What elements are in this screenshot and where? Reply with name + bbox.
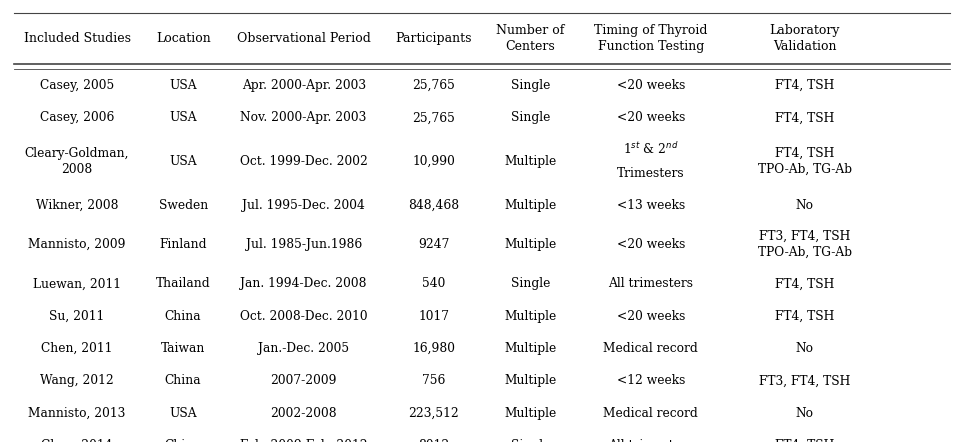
Text: No: No bbox=[796, 407, 814, 419]
Text: FT3, FT4, TSH: FT3, FT4, TSH bbox=[760, 374, 850, 387]
Text: USA: USA bbox=[170, 407, 197, 419]
Text: 10,990: 10,990 bbox=[413, 155, 455, 168]
Text: Mannisto, 2013: Mannisto, 2013 bbox=[28, 407, 126, 419]
Text: No: No bbox=[796, 199, 814, 212]
Text: USA: USA bbox=[170, 111, 197, 124]
Text: Participants: Participants bbox=[395, 32, 472, 45]
Text: Single: Single bbox=[511, 439, 549, 442]
Text: Chen, 2011: Chen, 2011 bbox=[41, 342, 113, 355]
Text: China: China bbox=[165, 439, 201, 442]
Text: Luewan, 2011: Luewan, 2011 bbox=[33, 278, 121, 290]
Text: Jul. 1985-Jun.1986: Jul. 1985-Jun.1986 bbox=[246, 238, 362, 251]
Text: Medical record: Medical record bbox=[603, 407, 698, 419]
Text: Multiple: Multiple bbox=[504, 238, 556, 251]
Text: Mannisto, 2009: Mannisto, 2009 bbox=[28, 238, 126, 251]
Text: <13 weeks: <13 weeks bbox=[617, 199, 684, 212]
Text: Wikner, 2008: Wikner, 2008 bbox=[36, 199, 119, 212]
Text: Number of
Centers: Number of Centers bbox=[496, 24, 564, 53]
Text: 223,512: 223,512 bbox=[409, 407, 459, 419]
Text: Taiwan: Taiwan bbox=[161, 342, 205, 355]
Text: FT4, TSH: FT4, TSH bbox=[775, 79, 835, 92]
Text: Finland: Finland bbox=[159, 238, 207, 251]
Text: Trimesters: Trimesters bbox=[617, 167, 684, 180]
Text: 1017: 1017 bbox=[418, 310, 449, 323]
Text: USA: USA bbox=[170, 79, 197, 92]
Text: Casey, 2005: Casey, 2005 bbox=[40, 79, 115, 92]
Text: Apr. 2000-Apr. 2003: Apr. 2000-Apr. 2003 bbox=[242, 79, 365, 92]
Text: 8012: 8012 bbox=[418, 439, 449, 442]
Text: Multiple: Multiple bbox=[504, 374, 556, 387]
Text: FT4, TSH
TPO-Ab, TG-Ab: FT4, TSH TPO-Ab, TG-Ab bbox=[758, 147, 852, 176]
Text: Thailand: Thailand bbox=[156, 278, 210, 290]
Text: 1$^{st}$ & 2$^{nd}$: 1$^{st}$ & 2$^{nd}$ bbox=[623, 141, 679, 157]
Text: Sweden: Sweden bbox=[158, 199, 208, 212]
Text: USA: USA bbox=[170, 155, 197, 168]
Text: FT3, FT4, TSH
TPO-Ab, TG-Ab: FT3, FT4, TSH TPO-Ab, TG-Ab bbox=[758, 230, 852, 259]
Text: 756: 756 bbox=[422, 374, 445, 387]
Text: 540: 540 bbox=[422, 278, 445, 290]
Text: <12 weeks: <12 weeks bbox=[617, 374, 684, 387]
Text: Chen, 2014: Chen, 2014 bbox=[41, 439, 113, 442]
Text: All trimesters: All trimesters bbox=[608, 439, 693, 442]
Text: Single: Single bbox=[511, 278, 549, 290]
Text: 2002-2008: 2002-2008 bbox=[270, 407, 337, 419]
Text: Feb. 2009-Feb. 2012: Feb. 2009-Feb. 2012 bbox=[240, 439, 367, 442]
Text: Oct. 2008-Dec. 2010: Oct. 2008-Dec. 2010 bbox=[240, 310, 367, 323]
Text: Multiple: Multiple bbox=[504, 310, 556, 323]
Text: Observational Period: Observational Period bbox=[237, 32, 370, 45]
Text: Multiple: Multiple bbox=[504, 199, 556, 212]
Text: <20 weeks: <20 weeks bbox=[617, 238, 684, 251]
Text: <20 weeks: <20 weeks bbox=[617, 79, 684, 92]
Text: All trimesters: All trimesters bbox=[608, 278, 693, 290]
Text: Laboratory
Validation: Laboratory Validation bbox=[769, 24, 841, 53]
Text: Medical record: Medical record bbox=[603, 342, 698, 355]
Text: 16,980: 16,980 bbox=[413, 342, 455, 355]
Text: Included Studies: Included Studies bbox=[24, 32, 130, 45]
Text: Jul. 1995-Dec. 2004: Jul. 1995-Dec. 2004 bbox=[242, 199, 365, 212]
Text: No: No bbox=[796, 342, 814, 355]
Text: 848,468: 848,468 bbox=[408, 199, 460, 212]
Text: 25,765: 25,765 bbox=[413, 79, 455, 92]
Text: FT4, TSH: FT4, TSH bbox=[775, 310, 835, 323]
Text: China: China bbox=[165, 374, 201, 387]
Text: Timing of Thyroid
Function Testing: Timing of Thyroid Function Testing bbox=[594, 24, 708, 53]
Text: Multiple: Multiple bbox=[504, 155, 556, 168]
Text: Casey, 2006: Casey, 2006 bbox=[40, 111, 115, 124]
Text: Single: Single bbox=[511, 79, 549, 92]
Text: Jan. 1994-Dec. 2008: Jan. 1994-Dec. 2008 bbox=[240, 278, 367, 290]
Text: 2007-2009: 2007-2009 bbox=[271, 374, 336, 387]
Text: Oct. 1999-Dec. 2002: Oct. 1999-Dec. 2002 bbox=[240, 155, 367, 168]
Text: 25,765: 25,765 bbox=[413, 111, 455, 124]
Text: Single: Single bbox=[511, 111, 549, 124]
Text: Cleary-Goldman,
2008: Cleary-Goldman, 2008 bbox=[25, 147, 129, 176]
Text: Multiple: Multiple bbox=[504, 407, 556, 419]
Text: Wang, 2012: Wang, 2012 bbox=[40, 374, 114, 387]
Text: Nov. 2000-Apr. 2003: Nov. 2000-Apr. 2003 bbox=[240, 111, 367, 124]
Text: Location: Location bbox=[156, 32, 210, 45]
Text: FT4, TSH: FT4, TSH bbox=[775, 278, 835, 290]
Text: Jan.-Dec. 2005: Jan.-Dec. 2005 bbox=[258, 342, 349, 355]
Text: Su, 2011: Su, 2011 bbox=[49, 310, 105, 323]
Text: Multiple: Multiple bbox=[504, 342, 556, 355]
Text: 9247: 9247 bbox=[418, 238, 449, 251]
Text: FT4, TSH: FT4, TSH bbox=[775, 111, 835, 124]
Text: China: China bbox=[165, 310, 201, 323]
Text: <20 weeks: <20 weeks bbox=[617, 111, 684, 124]
Text: FT4, TSH: FT4, TSH bbox=[775, 439, 835, 442]
Text: <20 weeks: <20 weeks bbox=[617, 310, 684, 323]
